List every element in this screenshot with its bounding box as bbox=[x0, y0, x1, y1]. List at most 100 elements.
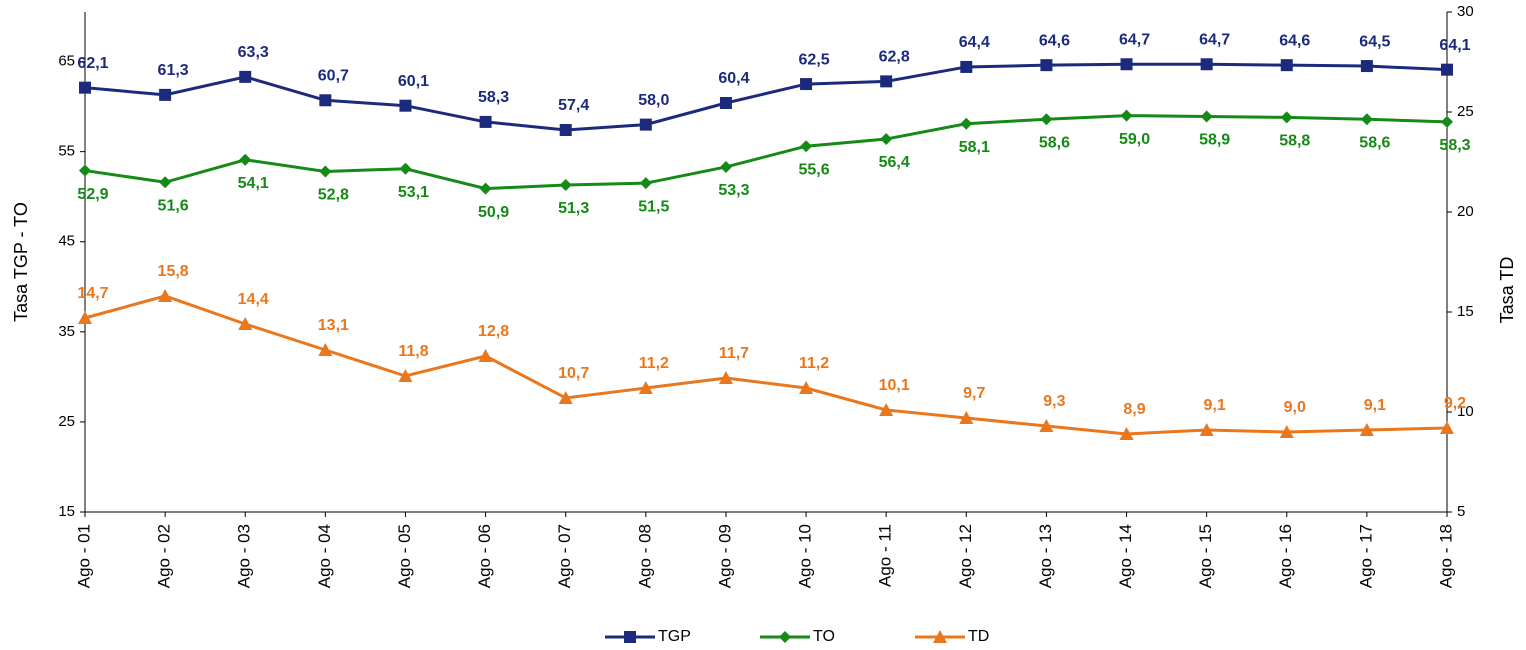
data-label: 59,0 bbox=[1119, 131, 1150, 148]
data-label: 58,1 bbox=[959, 139, 990, 156]
data-point bbox=[239, 70, 252, 83]
data-point bbox=[1440, 421, 1454, 434]
data-label: 58,8 bbox=[1279, 133, 1310, 150]
x-tick-label: Ago - 01 bbox=[74, 524, 93, 588]
data-label: 11,2 bbox=[799, 355, 829, 372]
legend-label: TO bbox=[813, 628, 835, 645]
data-point bbox=[639, 118, 652, 131]
data-label: 10,7 bbox=[558, 365, 589, 382]
x-tick-label: Ago - 09 bbox=[715, 524, 734, 588]
x-tick-label: Ago - 11 bbox=[876, 524, 895, 587]
data-point bbox=[318, 343, 333, 356]
data-label: 52,8 bbox=[318, 187, 349, 204]
data-point bbox=[1359, 423, 1374, 436]
data-point bbox=[1200, 110, 1213, 123]
y2-tick-label: 30 bbox=[1457, 3, 1474, 20]
data-point bbox=[479, 115, 492, 128]
data-label: 15,8 bbox=[158, 263, 189, 280]
x-tick-label: Ago - 12 bbox=[956, 524, 975, 588]
data-label: 9,1 bbox=[1364, 397, 1386, 414]
data-label: 9,3 bbox=[1043, 393, 1065, 410]
data-label: 51,6 bbox=[158, 197, 189, 214]
y-tick-label: 55 bbox=[58, 143, 75, 160]
data-label: 13,1 bbox=[318, 317, 349, 334]
data-point bbox=[78, 311, 92, 324]
data-point bbox=[960, 117, 973, 130]
data-label: 9,7 bbox=[963, 385, 985, 402]
legend-marker bbox=[624, 631, 636, 643]
data-point bbox=[479, 182, 492, 195]
data-label: 60,7 bbox=[318, 68, 349, 85]
data-point bbox=[238, 317, 253, 330]
data-point bbox=[1120, 58, 1133, 71]
data-label: 53,3 bbox=[718, 182, 749, 199]
data-label: 62,1 bbox=[77, 55, 108, 72]
data-point bbox=[880, 75, 893, 88]
data-point bbox=[79, 164, 91, 177]
y2-tick-label: 10 bbox=[1457, 403, 1474, 420]
data-point bbox=[239, 153, 252, 166]
y-tick-label: 25 bbox=[58, 413, 75, 430]
data-point bbox=[1279, 425, 1294, 438]
data-label: 64,7 bbox=[1199, 31, 1230, 48]
x-tick-label: Ago - 14 bbox=[1116, 524, 1135, 588]
data-point bbox=[79, 81, 91, 94]
data-point bbox=[1360, 60, 1373, 73]
data-point bbox=[398, 369, 413, 382]
series-line bbox=[84, 114, 1448, 191]
data-label: 51,3 bbox=[558, 200, 589, 217]
data-point bbox=[558, 391, 573, 404]
data-point bbox=[800, 78, 813, 91]
data-point bbox=[1280, 59, 1293, 72]
data-point bbox=[159, 88, 172, 101]
data-point bbox=[559, 124, 572, 137]
series-line bbox=[84, 62, 1448, 132]
data-label: 8,9 bbox=[1123, 401, 1145, 418]
data-point bbox=[1200, 58, 1213, 71]
data-label: 62,8 bbox=[879, 49, 910, 66]
data-point bbox=[719, 96, 732, 109]
y2-tick-label: 15 bbox=[1457, 303, 1474, 320]
x-tick-label: Ago - 17 bbox=[1356, 524, 1375, 588]
data-label: 12,8 bbox=[478, 323, 509, 340]
data-label: 58,0 bbox=[638, 92, 669, 109]
y2-axis-title: Tasa TD bbox=[1497, 257, 1517, 324]
data-label: 64,6 bbox=[1279, 32, 1310, 49]
data-label: 11,7 bbox=[719, 345, 749, 362]
data-label: 61,3 bbox=[158, 62, 189, 79]
x-tick-label: Ago - 05 bbox=[395, 524, 414, 588]
x-tick-label: Ago - 06 bbox=[475, 524, 494, 588]
data-label: 58,6 bbox=[1039, 134, 1070, 151]
data-label: 14,7 bbox=[77, 285, 108, 302]
data-point bbox=[799, 381, 814, 394]
data-point bbox=[1441, 63, 1453, 76]
data-point bbox=[880, 133, 893, 146]
data-label: 64,5 bbox=[1359, 33, 1390, 50]
x-tick-label: Ago - 07 bbox=[555, 524, 574, 588]
data-label: 64,4 bbox=[959, 34, 990, 51]
legend-marker bbox=[933, 630, 947, 643]
data-point bbox=[1120, 109, 1133, 122]
data-point bbox=[1199, 423, 1214, 436]
data-point bbox=[719, 160, 732, 173]
data-label: 60,4 bbox=[718, 70, 749, 87]
data-point bbox=[960, 60, 973, 73]
y2-tick-label: 5 bbox=[1457, 503, 1465, 520]
data-point bbox=[1119, 427, 1134, 440]
x-tick-label: Ago - 18 bbox=[1436, 524, 1455, 588]
legend-marker bbox=[779, 631, 791, 643]
x-tick-label: Ago - 10 bbox=[796, 524, 815, 588]
data-label: 11,2 bbox=[639, 355, 669, 372]
data-point bbox=[639, 177, 652, 190]
data-label: 52,9 bbox=[77, 186, 108, 203]
x-tick-label: Ago - 02 bbox=[155, 524, 174, 588]
data-label: 64,1 bbox=[1439, 37, 1470, 54]
legend-label: TGP bbox=[658, 628, 691, 645]
data-point bbox=[879, 403, 894, 416]
data-point bbox=[1039, 419, 1054, 432]
data-label: 55,6 bbox=[798, 161, 829, 178]
data-point bbox=[399, 162, 412, 175]
data-label: 63,3 bbox=[238, 44, 269, 61]
data-point bbox=[559, 178, 572, 191]
